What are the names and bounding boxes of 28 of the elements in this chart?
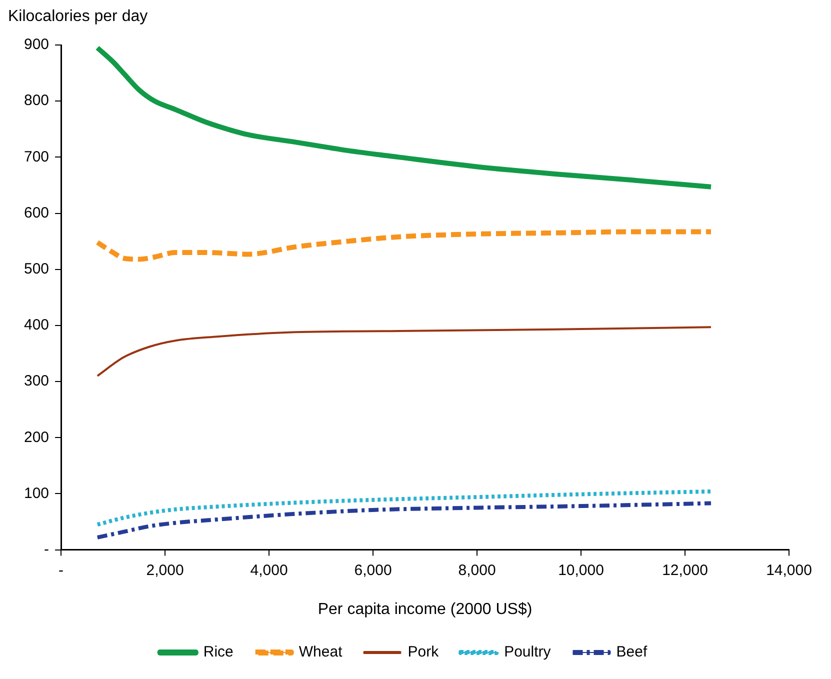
x-tick-label: 2,000: [146, 562, 184, 579]
line-series: [96, 326, 712, 377]
x-tick-label: 12,000: [662, 562, 708, 579]
x-tick-label: 4,000: [250, 562, 288, 579]
x-tick-label: -: [58, 562, 64, 579]
line-series: [95, 489, 714, 527]
line-series: [95, 501, 714, 540]
x-tick-label: 6,000: [354, 562, 392, 579]
x-tick-label: 10,000: [558, 562, 604, 579]
y-tick-label: 800: [24, 92, 50, 110]
y-tick-label: 400: [24, 316, 50, 334]
x-tick-label: 8,000: [458, 562, 496, 579]
y-tick-label: 200: [24, 428, 50, 446]
legend-label: Wheat: [298, 644, 344, 661]
y-axis-title: Kilocalories per day: [8, 8, 149, 27]
x-axis-title: Per capita income (2000 US$): [318, 600, 532, 618]
y-tick-label: 900: [24, 36, 50, 54]
legend-label: Beef: [616, 644, 648, 661]
y-tick-label: 300: [24, 372, 50, 390]
y-tick-label: 100: [24, 484, 50, 502]
legend-label: Pork: [408, 644, 440, 661]
legend-label: Poultry: [504, 644, 552, 661]
y-tick-label: 600: [24, 204, 50, 222]
legend-label: Rice: [203, 644, 234, 661]
y-tick-label: 700: [24, 148, 50, 166]
y-tick-label: 500: [24, 260, 50, 278]
x-tick-label: 14,000: [766, 562, 812, 579]
y-tick-label: -: [44, 540, 50, 558]
